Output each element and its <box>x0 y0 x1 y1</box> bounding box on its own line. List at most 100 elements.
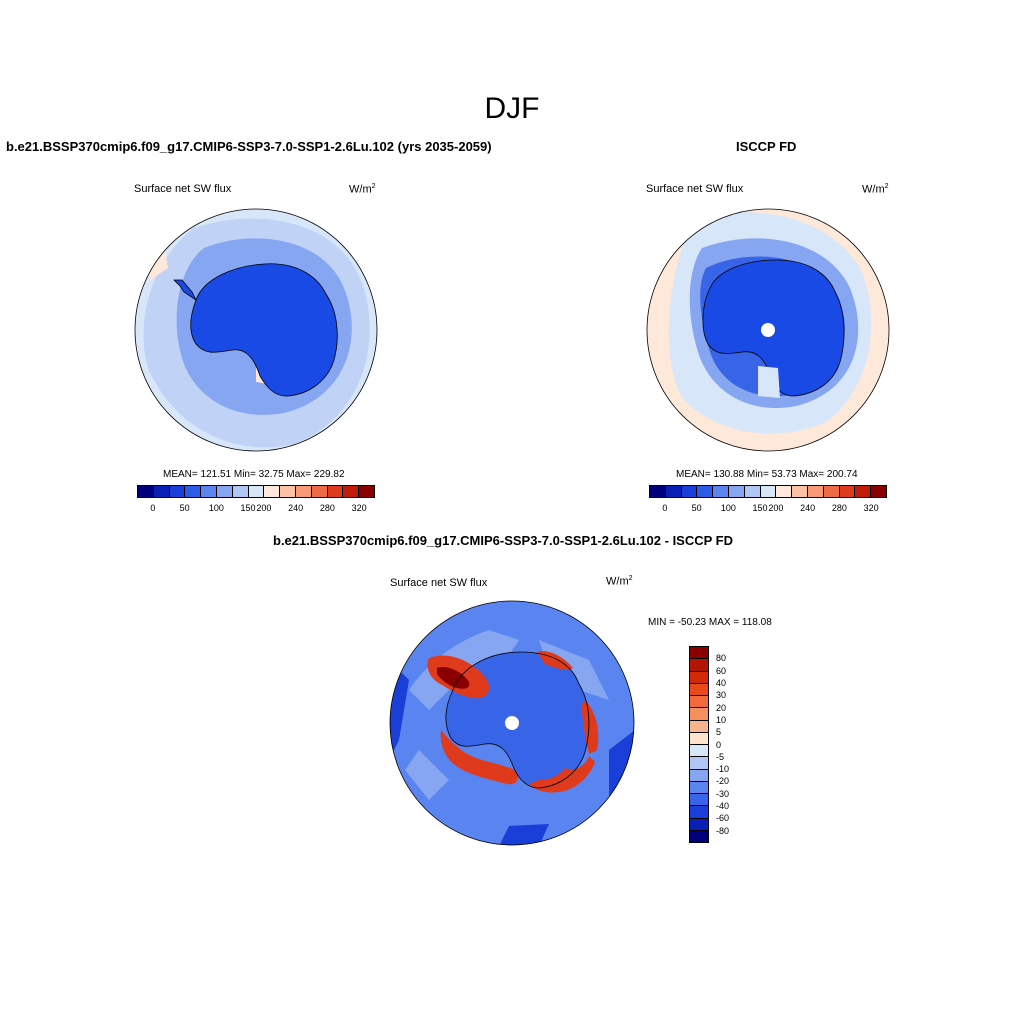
colorbar-swatch <box>690 794 708 807</box>
colorbar-tick-label: 40 <box>716 677 727 688</box>
colorbar-swatch <box>295 486 312 497</box>
colorbar-swatch <box>690 683 708 696</box>
colorbar-swatch <box>280 486 296 497</box>
colorbar-swatch <box>248 486 265 497</box>
colorbar-tick-label: -40 <box>716 801 730 812</box>
diff-units-label: W/m2 <box>606 575 633 588</box>
colorbar-tick-label: 150 <box>240 503 256 513</box>
colorbar-swatch <box>690 806 708 819</box>
colorbar-swatch <box>690 696 708 709</box>
right-units-label: W/m2 <box>862 183 889 196</box>
colorbar-tick-label: 200 <box>768 503 784 513</box>
colorbar-swatch <box>690 757 708 770</box>
colorbar-swatch <box>744 486 761 497</box>
colorbar-swatch <box>690 659 708 672</box>
colorbar-tick-label: 0 <box>150 503 156 513</box>
diff-colorbar <box>689 646 709 843</box>
colorbar-swatch <box>264 486 281 497</box>
colorbar-swatch <box>760 486 777 497</box>
colorbar-swatch <box>792 486 808 497</box>
right-panel-header: ISCCP FD <box>736 139 797 154</box>
diff-red-east <box>581 700 599 754</box>
diff-minmax: MIN = -50.23 MAX = 118.08 <box>648 617 772 628</box>
colorbar-swatch <box>153 486 170 497</box>
colorbar-tick-label: 280 <box>319 503 335 513</box>
colorbar-tick-label: 200 <box>256 503 272 513</box>
colorbar-tick-label: 280 <box>831 503 847 513</box>
diff-panel-header: b.e21.BSSP370cmip6.f09_g17.CMIP6-SSP3-7.… <box>273 533 734 548</box>
diff-coastline <box>445 651 590 789</box>
colorbar-swatch <box>216 486 233 497</box>
right-variable-label: Surface net SW flux <box>646 183 744 195</box>
colorbar-swatch <box>690 818 708 831</box>
colorbar-tick-label: 80 <box>716 653 727 664</box>
colorbar-tick-label: 150 <box>752 503 768 513</box>
right-ice-shelf <box>758 366 780 398</box>
colorbar-swatch <box>855 486 872 497</box>
left-polar-map <box>134 208 378 452</box>
right-pole-hole <box>761 323 775 337</box>
colorbar-tick-label: -5 <box>716 751 725 762</box>
colorbar-tick-label: 5 <box>716 727 722 738</box>
left-panel-header: b.e21.BSSP370cmip6.f09_g17.CMIP6-SSP3-7.… <box>6 139 492 154</box>
colorbar-swatch <box>343 486 360 497</box>
colorbar-swatch <box>690 647 708 660</box>
colorbar-tick-label: 100 <box>208 503 224 513</box>
colorbar-swatch <box>327 486 344 497</box>
left-variable-label: Surface net SW flux <box>134 183 232 195</box>
left-units-label: W/m2 <box>349 183 376 196</box>
colorbar-tick-label: -20 <box>716 776 730 787</box>
right-polar-map <box>646 208 890 452</box>
colorbar-tick-label: 240 <box>288 503 304 513</box>
colorbar-tick-label: -10 <box>716 764 730 775</box>
colorbar-swatch <box>169 486 186 497</box>
colorbar-tick-label: 20 <box>716 702 727 713</box>
left-peninsula <box>173 279 198 302</box>
colorbar-swatch <box>359 486 374 497</box>
colorbar-swatch <box>839 486 856 497</box>
colorbar-swatch <box>807 486 824 497</box>
colorbar-tick-label: 100 <box>720 503 736 513</box>
colorbar-tick-label: 30 <box>716 690 727 701</box>
colorbar-swatch <box>690 708 708 721</box>
colorbar-swatch <box>201 486 217 497</box>
right-stats: MEAN= 130.88 Min= 53.73 Max= 200.74 <box>676 469 858 480</box>
colorbar-swatch <box>665 486 682 497</box>
colorbar-tick-label: 240 <box>800 503 816 513</box>
left-colorbar-ticks: 0 50 100 150 200 240 280 320 <box>137 503 375 515</box>
colorbar-swatch <box>138 486 154 497</box>
colorbar-tick-label: 320 <box>863 503 879 513</box>
colorbar-swatch <box>776 486 793 497</box>
colorbar-tick-label: 60 <box>716 665 727 676</box>
colorbar-swatch <box>690 769 708 782</box>
colorbar-swatch <box>690 720 708 733</box>
colorbar-swatch <box>713 486 729 497</box>
colorbar-swatch <box>871 486 886 497</box>
colorbar-tick-label: 0 <box>716 739 722 750</box>
left-continent <box>190 263 338 397</box>
colorbar-swatch <box>728 486 745 497</box>
diff-red-south-east <box>529 756 595 793</box>
colorbar-tick-label: -80 <box>716 825 730 836</box>
diff-red-north <box>537 651 573 670</box>
colorbar-swatch <box>690 671 708 684</box>
colorbar-swatch <box>681 486 698 497</box>
colorbar-tick-label: 0 <box>662 503 668 513</box>
colorbar-tick-label: -60 <box>716 813 730 824</box>
colorbar-swatch <box>690 732 708 745</box>
colorbar-swatch <box>697 486 714 497</box>
diff-colorbar-ticks: 80 60 40 30 20 10 5 0 -5 -10 -20 -30 -40 -60 -80 <box>716 646 756 843</box>
colorbar-tick-label: -30 <box>716 788 730 799</box>
diff-red-south-west <box>440 730 518 785</box>
colorbar-swatch <box>690 781 708 794</box>
diff-pole-hole <box>505 716 519 730</box>
diff-variable-label: Surface net SW flux <box>390 577 488 589</box>
left-stats: MEAN= 121.51 Min= 32.75 Max= 229.82 <box>163 469 345 480</box>
colorbar-swatch <box>311 486 328 497</box>
right-colorbar <box>649 485 887 498</box>
colorbar-tick-label: 50 <box>179 503 190 513</box>
main-title: DJF <box>484 92 540 125</box>
colorbar-tick-label: 320 <box>351 503 367 513</box>
diff-darkred-west <box>437 666 470 689</box>
right-colorbar-ticks: 0 50 100 150 200 240 280 320 <box>649 503 887 515</box>
